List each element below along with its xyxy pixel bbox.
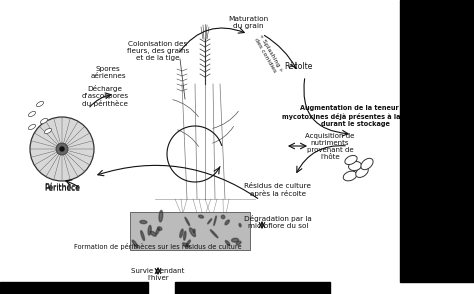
Ellipse shape: [185, 217, 190, 226]
Ellipse shape: [36, 101, 44, 107]
Ellipse shape: [348, 161, 362, 171]
Ellipse shape: [28, 111, 36, 117]
Ellipse shape: [140, 220, 147, 224]
Ellipse shape: [148, 225, 151, 235]
Text: Périthèce: Périthèce: [44, 183, 80, 191]
Ellipse shape: [150, 231, 156, 236]
Ellipse shape: [239, 223, 241, 227]
Ellipse shape: [214, 216, 217, 225]
Bar: [0, 282, 148, 294]
Ellipse shape: [156, 228, 159, 234]
Bar: [175, 282, 330, 294]
Text: Acquisition de
nutriments
provenant de
l'hôte: Acquisition de nutriments provenant de l…: [305, 133, 355, 160]
Ellipse shape: [231, 238, 238, 242]
Text: Maturation
du grain: Maturation du grain: [228, 16, 268, 29]
Text: Colonisation des
fleurs, des grains
et de la tige: Colonisation des fleurs, des grains et d…: [127, 41, 189, 61]
Ellipse shape: [40, 118, 47, 124]
Text: Résidus de culture
après la récolte: Résidus de culture après la récolte: [245, 183, 311, 197]
Bar: [400, 0, 474, 282]
Text: Spores
aériennes: Spores aériennes: [90, 66, 126, 78]
Ellipse shape: [159, 211, 163, 222]
Text: Formation de périthèces sur les résidus de culture: Formation de périthèces sur les résidus …: [74, 243, 242, 250]
Ellipse shape: [186, 240, 191, 245]
Circle shape: [30, 117, 94, 181]
Ellipse shape: [199, 215, 203, 218]
Text: Décharge
d'ascospores
du périthèce: Décharge d'ascospores du périthèce: [82, 85, 128, 107]
Ellipse shape: [141, 231, 145, 240]
Ellipse shape: [190, 228, 195, 237]
Ellipse shape: [361, 158, 373, 170]
Ellipse shape: [132, 240, 138, 248]
Ellipse shape: [343, 171, 357, 181]
Text: Dégradation par la
microflore du sol: Dégradation par la microflore du sol: [244, 215, 312, 229]
Circle shape: [56, 143, 68, 155]
Ellipse shape: [182, 243, 190, 248]
Ellipse shape: [28, 124, 36, 130]
Ellipse shape: [225, 220, 229, 225]
Text: « Splashing »
des conidies: « Splashing » des conidies: [253, 33, 283, 75]
Ellipse shape: [180, 229, 183, 238]
Text: Récolte: Récolte: [284, 61, 312, 71]
Ellipse shape: [345, 156, 357, 165]
Bar: [130, 212, 250, 250]
Ellipse shape: [210, 230, 218, 238]
Ellipse shape: [183, 231, 186, 240]
Ellipse shape: [226, 240, 230, 245]
Ellipse shape: [45, 128, 52, 134]
Text: Survie pendant
l'hiver: Survie pendant l'hiver: [131, 268, 185, 280]
Ellipse shape: [193, 229, 195, 233]
Ellipse shape: [356, 166, 368, 178]
Ellipse shape: [208, 219, 212, 224]
Text: Périthèce: Périthèce: [44, 183, 80, 193]
Text: Augmentation de la teneur en
mycotoxines déjà présentes à la récolte
durant le s: Augmentation de la teneur en mycotoxines…: [282, 106, 428, 127]
Ellipse shape: [157, 227, 162, 230]
Ellipse shape: [221, 215, 225, 219]
Circle shape: [60, 147, 64, 151]
Ellipse shape: [236, 241, 241, 245]
